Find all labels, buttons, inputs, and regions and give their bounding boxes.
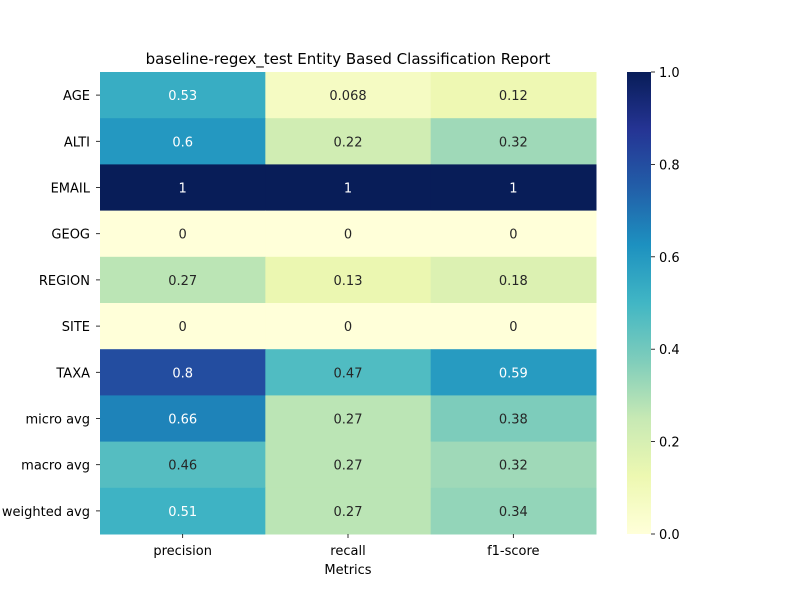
heatmap-cell xyxy=(100,256,266,304)
colorbar-tick-label: 0.6 xyxy=(659,251,680,266)
cell-value-label: 0.66 xyxy=(168,413,197,428)
chart-title: baseline-regex_test Entity Based Classif… xyxy=(146,50,551,69)
cell-value-label: 0.32 xyxy=(499,459,528,474)
cell-value-label: 0 xyxy=(344,320,352,335)
heatmap-cell xyxy=(430,210,597,258)
row-labels: AGE ALTI EMAIL GEOG REGION SITE TAXA micro avg m… xyxy=(2,89,100,520)
row-label: TAXA xyxy=(55,366,90,381)
cell-value-label: 1 xyxy=(179,182,187,197)
row-label: EMAIL xyxy=(51,182,91,197)
cell-value-label: 0.47 xyxy=(334,366,363,381)
cell-value-label: 0 xyxy=(344,228,352,243)
row-label: GEOG xyxy=(51,228,90,243)
cell-value-label: 0.27 xyxy=(334,505,363,520)
cell-value-label: 0.34 xyxy=(499,505,528,520)
heatmap-cell xyxy=(430,441,597,489)
cell-value-label: 0.27 xyxy=(334,459,363,474)
row-label: micro avg xyxy=(26,413,90,428)
heatmap-cell xyxy=(100,349,266,396)
column-label: f1-score xyxy=(487,544,539,559)
cell-value-label: 1 xyxy=(344,182,352,197)
cell-value-label: 0 xyxy=(179,228,187,243)
heatmap-cell xyxy=(265,118,432,165)
cell-value-label: 1 xyxy=(509,182,517,197)
cell-value-label: 0.8 xyxy=(172,366,193,381)
row-label: weighted avg xyxy=(2,505,90,520)
heatmap-cell xyxy=(100,487,266,535)
cell-value-label: 0.27 xyxy=(168,274,197,289)
row-label: REGION xyxy=(39,274,90,289)
heatmap-cell xyxy=(430,164,597,212)
cell-value-label: 0 xyxy=(179,320,187,335)
cell-value-label: 0.51 xyxy=(168,505,197,520)
row-label: SITE xyxy=(62,320,90,335)
heatmap-cell xyxy=(430,118,597,165)
row-label: AGE xyxy=(63,89,90,104)
heatmap-cell xyxy=(430,487,597,535)
row-label: macro avg xyxy=(21,459,90,474)
x-axis-label: Metrics xyxy=(324,563,371,578)
cell-value-label: 0.6 xyxy=(172,135,193,150)
heatmap-cell xyxy=(265,441,432,489)
heatmap-cell xyxy=(430,256,597,304)
row-label: ALTI xyxy=(64,135,90,150)
heatmap-cell xyxy=(100,210,266,258)
heatmap-cell xyxy=(265,303,432,350)
cell-value-label: 0.32 xyxy=(499,135,528,150)
cell-value-label: 0.59 xyxy=(499,366,528,381)
cell-value-label: 0.38 xyxy=(499,413,528,428)
heatmap-cell xyxy=(100,118,266,165)
heatmap-cell xyxy=(265,164,432,212)
heatmap-cell xyxy=(430,303,597,350)
cell-value-label: 0.13 xyxy=(334,274,363,289)
heatmap-cell xyxy=(100,395,266,443)
heatmap-cell xyxy=(100,441,266,489)
cell-value-label: 0.53 xyxy=(168,89,197,104)
colorbar: 0.0 0.2 0.4 0.6 0.8 1.0 xyxy=(627,66,680,543)
heatmap-cell xyxy=(100,303,266,350)
heatmap-cell xyxy=(265,395,432,443)
cell-value-label: 0.22 xyxy=(334,135,363,150)
column-labels: precision recall f1-score xyxy=(153,534,540,559)
column-label: recall xyxy=(330,544,365,559)
heatmap-cell xyxy=(430,72,597,119)
cell-value-label: 0.12 xyxy=(499,89,528,104)
heatmap-cell xyxy=(265,72,432,119)
cell-value-label: 0.46 xyxy=(168,459,197,474)
heatmap-cell xyxy=(100,72,266,119)
cell-value-label: 0.18 xyxy=(499,274,528,289)
heatmap-cells: 0.53 0.068 0.12 0.6 0.22 0.32 1 1 1 0 0 0 0.27 0.13 0.… xyxy=(100,72,597,535)
heatmap-cell xyxy=(265,210,432,258)
heatmap-cell xyxy=(265,256,432,304)
cell-value-label: 0 xyxy=(509,320,517,335)
heatmap-cell xyxy=(265,487,432,535)
colorbar-tick-label: 0.2 xyxy=(659,436,680,451)
colorbar-tick-label: 1.0 xyxy=(659,66,680,81)
cell-value-label: 0.27 xyxy=(334,413,363,428)
heatmap-cell xyxy=(430,349,597,396)
column-label: precision xyxy=(153,544,212,559)
colorbar-gradient xyxy=(627,72,651,534)
cell-value-label: 0 xyxy=(509,228,517,243)
cell-value-label: 0.068 xyxy=(329,89,366,104)
heatmap-cell xyxy=(100,164,266,212)
colorbar-tick-label: 0.8 xyxy=(659,158,680,173)
heatmap-cell xyxy=(430,395,597,443)
colorbar-tick-label: 0.0 xyxy=(659,528,680,543)
colorbar-tick-label: 0.4 xyxy=(659,343,680,358)
heatmap-cell xyxy=(265,349,432,396)
